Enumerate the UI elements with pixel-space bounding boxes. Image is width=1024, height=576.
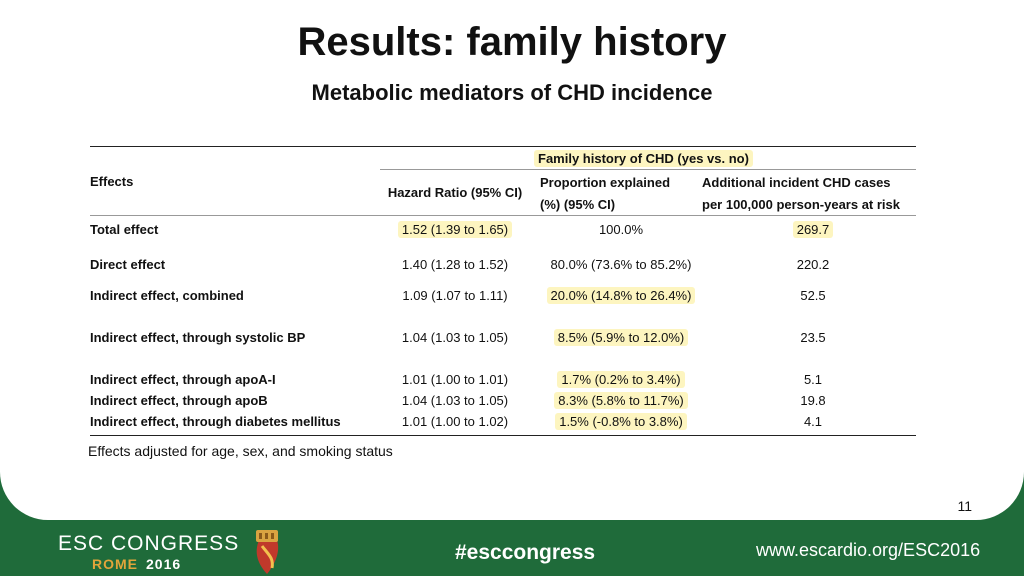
- table-row-hr-value: 1.52 (1.39 to 1.65): [397, 221, 513, 238]
- footer-city: ROME: [92, 556, 138, 572]
- esc-rome-emblem-icon: [256, 530, 279, 574]
- table-row-effect: Indirect effect, through apoA-I: [90, 372, 276, 387]
- table-row-prop: 8.3% (5.8% to 11.7%): [534, 392, 708, 409]
- slide-title: Results: family history: [297, 20, 727, 64]
- table-row-hr: 1.52 (1.39 to 1.65): [380, 221, 530, 238]
- table-row-add: 5.1: [803, 372, 823, 387]
- footnote: Effects adjusted for age, sex, and smoki…: [88, 443, 393, 459]
- table-row-prop-value: 20.0% (14.8% to 26.4%): [546, 287, 696, 304]
- group-header-text: Family history of CHD (yes vs. no): [534, 150, 753, 167]
- footer-url-link[interactable]: www.escardio.org/ESC2016: [756, 540, 981, 560]
- table-row-hr: 1.40 (1.28 to 1.52): [401, 257, 509, 272]
- group-header: Family history of CHD (yes vs. no): [534, 150, 753, 167]
- table-row-effect: Indirect effect, through systolic BP: [90, 330, 306, 345]
- table-top-rule-right: [380, 146, 916, 147]
- footer-year: 2016: [146, 556, 182, 572]
- table-subheader-rule: [380, 169, 916, 170]
- table-row-prop-value: 8.5% (5.9% to 12.0%): [553, 329, 689, 346]
- table-row-prop-value: 1.7% (0.2% to 3.4%): [557, 371, 685, 388]
- header-effects: Effects: [90, 174, 134, 189]
- table-row-prop-value: 8.3% (5.8% to 11.7%): [554, 392, 688, 409]
- page-number: 11: [957, 498, 972, 514]
- table-row-add: 23.5: [800, 330, 826, 345]
- table-bottom-rule: [90, 435, 916, 436]
- table-row-effect: Indirect effect, combined: [90, 288, 244, 303]
- table-row-add: 4.1: [803, 414, 823, 429]
- header-additional-line2: per 100,000 person-years at risk: [702, 197, 901, 212]
- table-row-prop: 100.0%: [598, 222, 644, 237]
- header-proportion-line2: (%) (95% CI): [540, 197, 616, 212]
- footer-hashtag: #esccongress: [455, 541, 596, 564]
- table-row-hr: 1.09 (1.07 to 1.11): [402, 288, 508, 303]
- header-additional-line1: Additional incident CHD cases: [702, 175, 891, 190]
- table-row-prop: 1.7% (0.2% to 3.4%): [534, 371, 708, 388]
- slide-subtitle: Metabolic mediators of CHD incidence: [311, 80, 713, 105]
- table-row-effect: Total effect: [90, 222, 159, 237]
- table-row-add-value: 269.7: [792, 221, 834, 238]
- header-proportion-line1: Proportion explained: [540, 175, 671, 190]
- table-row-hr: 1.01 (1.00 to 1.02): [401, 414, 509, 429]
- header-hazard-ratio: Hazard Ratio (95% CI): [387, 185, 523, 200]
- table-row-prop-value: 1.5% (-0.8% to 3.8%): [555, 413, 687, 430]
- table-row-add: 220.2: [796, 257, 830, 272]
- table-row-add: 269.7: [710, 221, 916, 238]
- table-row-prop: 8.5% (5.9% to 12.0%): [534, 329, 708, 346]
- table-row-hr: 1.01 (1.00 to 1.01): [401, 372, 509, 387]
- table-top-rule-left: [90, 146, 380, 147]
- table-row-effect: Indirect effect, through diabetes mellit…: [90, 414, 341, 429]
- table-row-prop: 1.5% (-0.8% to 3.8%): [534, 413, 708, 430]
- table-row-add: 52.5: [800, 288, 826, 303]
- table-row-hr: 1.04 (1.03 to 1.05): [401, 393, 509, 408]
- slide: Results: family history Metabolic mediat…: [0, 0, 1024, 520]
- table-row-effect: Direct effect: [90, 257, 166, 272]
- table-row-effect: Indirect effect, through apoB: [90, 393, 268, 408]
- table-row-hr: 1.04 (1.03 to 1.05): [401, 330, 509, 345]
- footer-congress-name: ESC CONGRESS: [58, 532, 240, 555]
- table-header-rule: [90, 215, 916, 216]
- table-row-prop: 20.0% (14.8% to 26.4%): [534, 287, 708, 304]
- table-row-prop: 80.0% (73.6% to 85.2%): [550, 257, 692, 272]
- footer-city-year: ROME 2016: [92, 556, 181, 572]
- table-row-add: 19.8: [800, 393, 826, 408]
